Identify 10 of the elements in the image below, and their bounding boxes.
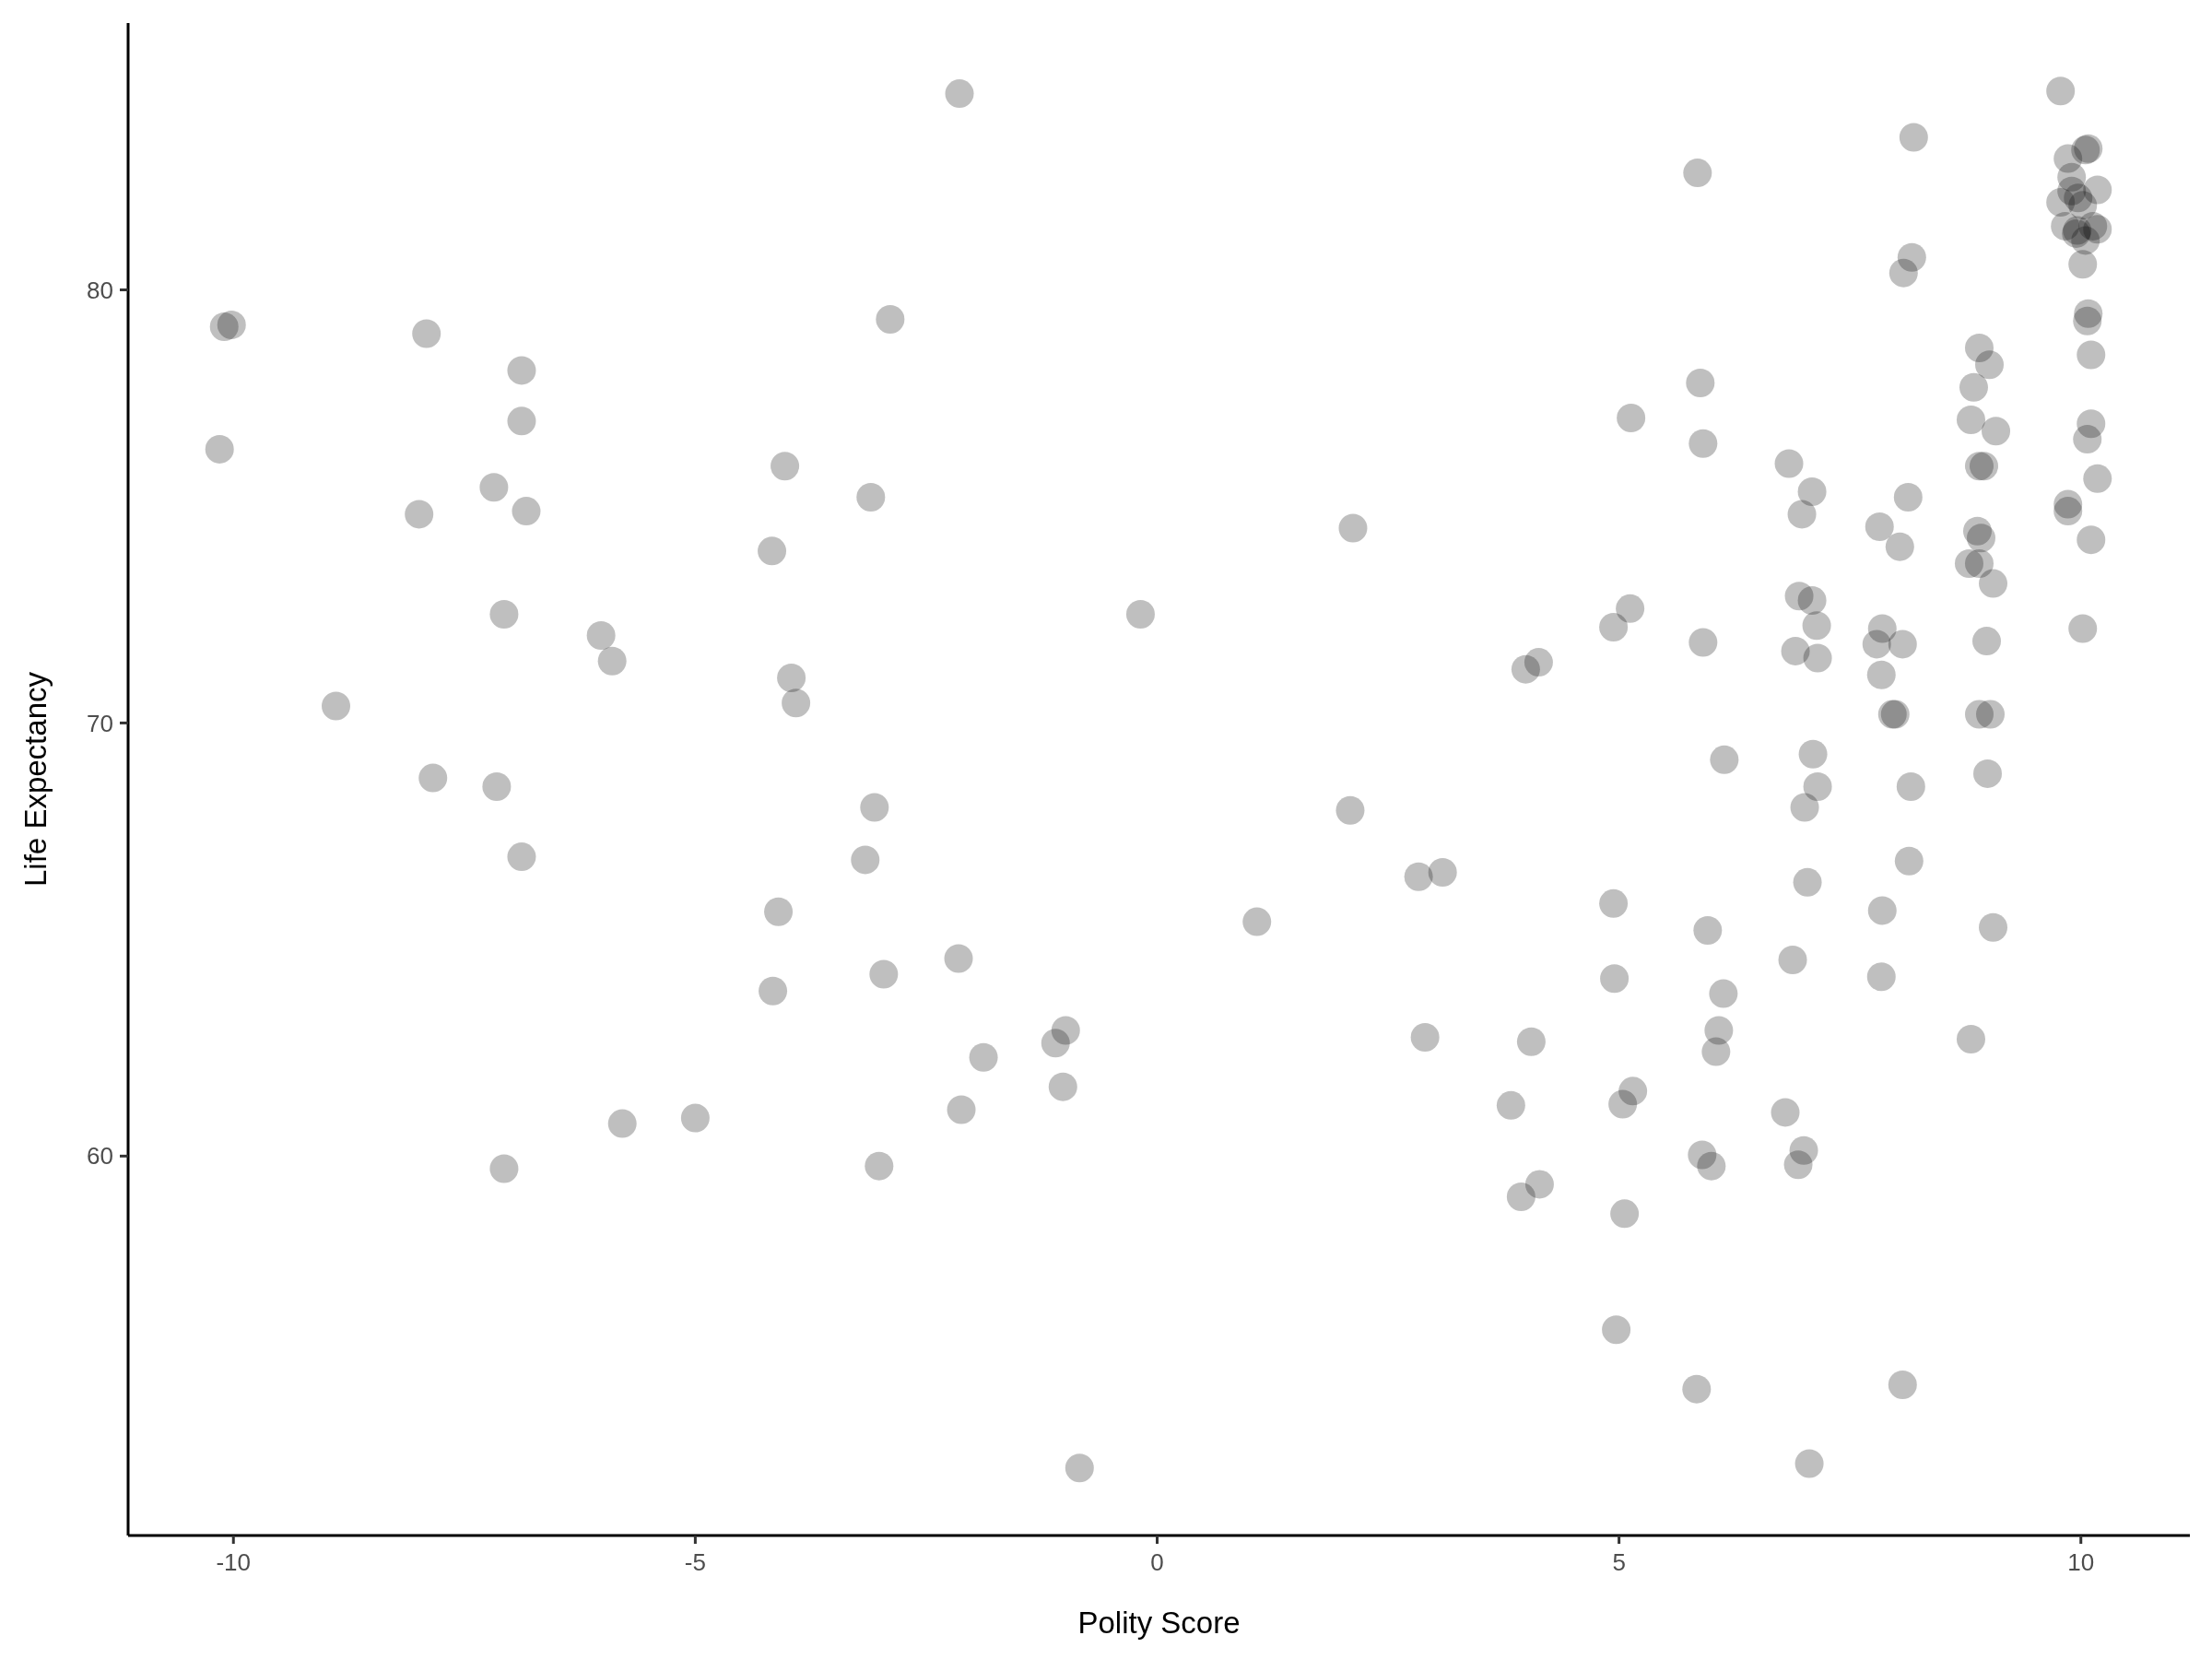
y-tick-label: 70 [87, 709, 113, 737]
x-tick-label: 5 [1612, 1548, 1626, 1576]
x-tick-label: 10 [2067, 1548, 2095, 1576]
y-tick-label: 60 [87, 1142, 113, 1171]
x-tick-label: -10 [216, 1548, 252, 1576]
y-axis-title: Life Expectancy [18, 671, 53, 887]
y-tick-label: 80 [87, 276, 113, 304]
x-tick-label: 0 [1150, 1548, 1164, 1576]
x-tick-label: -5 [684, 1548, 706, 1576]
x-axis-title: Polity Score [1077, 1606, 1241, 1640]
